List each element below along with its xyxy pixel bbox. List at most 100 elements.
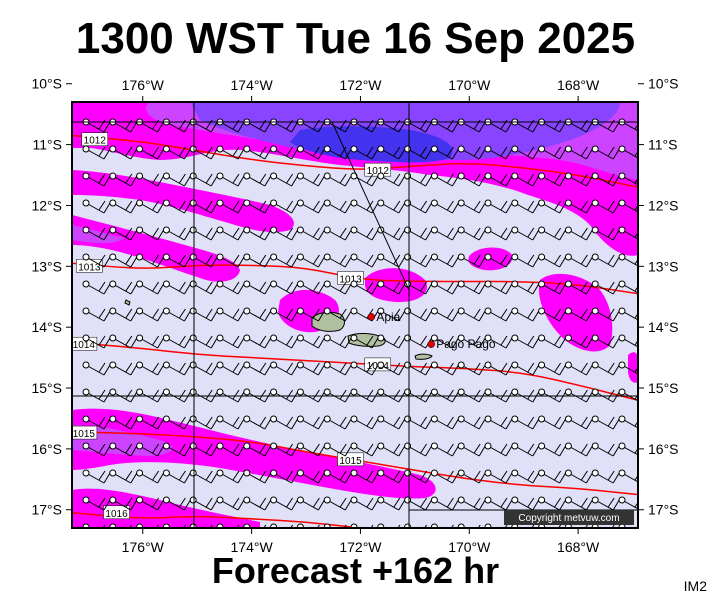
wind-barb: [377, 361, 406, 376]
wind-barb: [377, 145, 406, 160]
wind-barb: [538, 496, 567, 511]
wind-barb: [243, 280, 272, 295]
copyright-text: Copyright metvuw.com: [518, 513, 619, 524]
wind-barb: [350, 361, 379, 376]
wind-barb: [377, 199, 406, 214]
wind-barb: [538, 280, 567, 295]
wind-barb: [82, 334, 111, 349]
isobar-lines: 101210121013101310141014101510151016: [72, 132, 638, 528]
wind-barb: [270, 280, 299, 295]
wind-barb: [538, 388, 567, 403]
wind-barb: [430, 145, 459, 160]
isobar-label: 1012: [367, 166, 390, 177]
wind-barb: [216, 253, 245, 268]
wind-barb: [82, 253, 111, 268]
wind-barb: [270, 469, 299, 484]
place-marker: [367, 313, 376, 321]
wind-barb: [591, 496, 620, 511]
wind-barb: [377, 253, 406, 268]
isobar-label: 1014: [73, 340, 96, 351]
wind-blob-east-edge: [628, 352, 638, 383]
wind-barb: [162, 172, 191, 187]
wind-barb: [323, 496, 352, 511]
wind-barb: [216, 280, 245, 295]
lon-label-top: 176°W: [122, 77, 165, 93]
wind-barb: [243, 226, 272, 241]
wind-barb: [82, 388, 111, 403]
wind-barb: [323, 415, 352, 430]
wind-barb: [538, 145, 567, 160]
wind-barb: [216, 226, 245, 241]
wind-barb: [109, 172, 138, 187]
wind-barb: [189, 361, 218, 376]
isobar-label: 1016: [105, 509, 128, 520]
wind-barb: [216, 442, 245, 457]
wind-barb: [189, 496, 218, 511]
wind-barb: [136, 280, 165, 295]
wind-barb: [430, 415, 459, 430]
image-code: IM2: [683, 578, 707, 594]
wind-barb: [296, 145, 325, 160]
wind-barb: [591, 388, 620, 403]
wind-barb: [136, 469, 165, 484]
wind-barb: [82, 199, 111, 214]
wind-barb: [296, 496, 325, 511]
wind-barb: [82, 469, 111, 484]
wind-barb: [296, 334, 325, 349]
wind-barb: [189, 226, 218, 241]
wind-barb: [162, 280, 191, 295]
wind-barb: [270, 361, 299, 376]
wind-barb: [109, 199, 138, 214]
place-label: Pago Pago: [436, 337, 496, 351]
wind-barb: [484, 496, 513, 511]
wind-barb: [270, 226, 299, 241]
lat-label-left: 16°S: [31, 441, 62, 457]
wind-barb: [243, 172, 272, 187]
wind-barb: [270, 145, 299, 160]
savaii-island: [311, 311, 345, 332]
lat-label-left: 13°S: [31, 258, 62, 274]
wind-barb: [484, 145, 513, 160]
wind-barb: [564, 334, 593, 349]
wind-barb: [484, 334, 513, 349]
wind-barb: [189, 253, 218, 268]
lat-label-left: 17°S: [31, 502, 62, 518]
wind-barb: [82, 145, 111, 160]
wind-barb: [109, 226, 138, 241]
wind-barb: [270, 442, 299, 457]
wind-barb: [511, 469, 540, 484]
wind-barb: [377, 280, 406, 295]
wind-barb: [82, 172, 111, 187]
lat-label-left: 14°S: [31, 319, 62, 335]
wind-barb: [323, 361, 352, 376]
upolu-island: [347, 333, 386, 347]
wind-barb: [538, 334, 567, 349]
lon-label-top: 170°W: [448, 77, 491, 93]
wind-barb: [109, 469, 138, 484]
wind-barb: [511, 172, 540, 187]
axis-ticks: 176°W 176°W 174°W 174°W 172°W 172°W 170°W 170°W…: [31, 76, 678, 555]
wind-barb: [162, 469, 191, 484]
wind-barb: [136, 334, 165, 349]
wind-barb: [296, 388, 325, 403]
wind-barb: [136, 172, 165, 187]
isobar-1013: [72, 262, 638, 295]
wind-barb: [136, 226, 165, 241]
wind-barb: [243, 496, 272, 511]
wind-barb: [296, 280, 325, 295]
lon-label-bottom: 172°W: [339, 539, 382, 555]
wind-barb: [404, 469, 433, 484]
wind-barb: [189, 280, 218, 295]
forecast-label: Forecast +162 hr: [211, 550, 500, 591]
wind-barb: [564, 226, 593, 241]
wind-barb: [430, 334, 459, 349]
wind-barb: [162, 361, 191, 376]
wind-barb: [109, 253, 138, 268]
wind-barb: [591, 361, 620, 376]
wind-barb: [564, 307, 593, 322]
lat-label-left: 15°S: [31, 380, 62, 396]
wind-barb: [377, 388, 406, 403]
wind-barb: [243, 199, 272, 214]
wind-barb: [511, 253, 540, 268]
